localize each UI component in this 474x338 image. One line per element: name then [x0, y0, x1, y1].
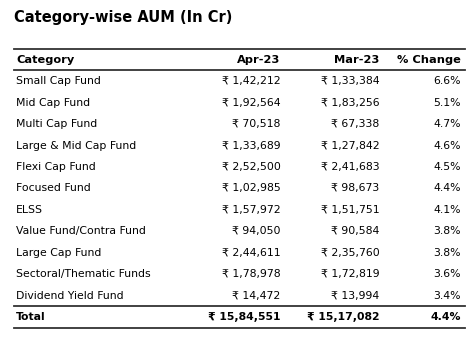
Text: 4.1%: 4.1%	[433, 205, 461, 215]
Text: Sectoral/Thematic Funds: Sectoral/Thematic Funds	[16, 269, 151, 279]
Text: 4.4%: 4.4%	[430, 312, 461, 322]
Text: ₹ 1,72,819: ₹ 1,72,819	[321, 269, 380, 279]
Text: 3.6%: 3.6%	[433, 269, 461, 279]
Text: 4.5%: 4.5%	[433, 162, 461, 172]
Text: ₹ 1,33,689: ₹ 1,33,689	[222, 141, 281, 150]
Text: Category: Category	[16, 55, 74, 65]
Text: % Change: % Change	[397, 55, 461, 65]
Text: ₹ 94,050: ₹ 94,050	[232, 226, 281, 236]
Text: ₹ 2,35,760: ₹ 2,35,760	[321, 248, 380, 258]
Text: 4.6%: 4.6%	[433, 141, 461, 150]
Text: ₹ 15,17,082: ₹ 15,17,082	[307, 312, 380, 322]
Text: ₹ 1,78,978: ₹ 1,78,978	[222, 269, 281, 279]
Text: 3.8%: 3.8%	[433, 226, 461, 236]
Text: Flexi Cap Fund: Flexi Cap Fund	[16, 162, 96, 172]
Text: 4.4%: 4.4%	[433, 184, 461, 193]
Text: Multi Cap Fund: Multi Cap Fund	[16, 119, 97, 129]
Text: ₹ 1,27,842: ₹ 1,27,842	[321, 141, 380, 150]
Text: ₹ 67,338: ₹ 67,338	[331, 119, 380, 129]
Text: ₹ 13,994: ₹ 13,994	[331, 291, 380, 301]
Text: ₹ 98,673: ₹ 98,673	[331, 184, 380, 193]
Text: Category-wise AUM (In Cr): Category-wise AUM (In Cr)	[14, 10, 233, 25]
Text: ₹ 15,84,551: ₹ 15,84,551	[208, 312, 281, 322]
Text: 4.7%: 4.7%	[433, 119, 461, 129]
Text: ₹ 1,33,384: ₹ 1,33,384	[321, 76, 380, 86]
Text: ₹ 1,83,256: ₹ 1,83,256	[321, 98, 380, 107]
Text: ₹ 1,02,985: ₹ 1,02,985	[222, 184, 281, 193]
Text: ₹ 1,92,564: ₹ 1,92,564	[222, 98, 281, 107]
Text: ₹ 90,584: ₹ 90,584	[331, 226, 380, 236]
Text: Total: Total	[16, 312, 46, 322]
Text: ₹ 2,52,500: ₹ 2,52,500	[222, 162, 281, 172]
Text: ELSS: ELSS	[16, 205, 43, 215]
Text: Apr-23: Apr-23	[237, 55, 281, 65]
Text: 6.6%: 6.6%	[433, 76, 461, 86]
Text: Dividend Yield Fund: Dividend Yield Fund	[16, 291, 124, 301]
Text: Mid Cap Fund: Mid Cap Fund	[16, 98, 90, 107]
Text: ₹ 1,51,751: ₹ 1,51,751	[321, 205, 380, 215]
Text: ₹ 70,518: ₹ 70,518	[232, 119, 281, 129]
Text: Focused Fund: Focused Fund	[16, 184, 91, 193]
Text: ₹ 1,57,972: ₹ 1,57,972	[222, 205, 281, 215]
Text: 5.1%: 5.1%	[433, 98, 461, 107]
Text: ₹ 2,44,611: ₹ 2,44,611	[222, 248, 281, 258]
Text: Value Fund/Contra Fund: Value Fund/Contra Fund	[16, 226, 146, 236]
Text: Mar-23: Mar-23	[334, 55, 380, 65]
Text: ₹ 14,472: ₹ 14,472	[232, 291, 281, 301]
Text: 3.8%: 3.8%	[433, 248, 461, 258]
Text: ₹ 2,41,683: ₹ 2,41,683	[321, 162, 380, 172]
Text: Small Cap Fund: Small Cap Fund	[16, 76, 101, 86]
Text: ₹ 1,42,212: ₹ 1,42,212	[222, 76, 281, 86]
Text: 3.4%: 3.4%	[433, 291, 461, 301]
Text: Large Cap Fund: Large Cap Fund	[16, 248, 101, 258]
Text: Large & Mid Cap Fund: Large & Mid Cap Fund	[16, 141, 137, 150]
